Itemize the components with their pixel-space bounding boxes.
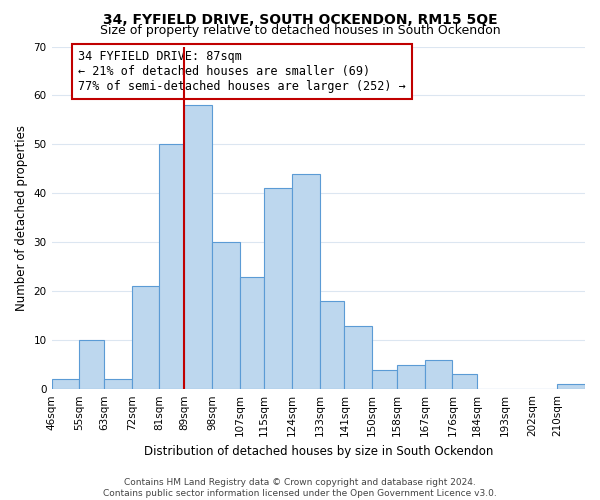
Bar — [184, 105, 212, 389]
Bar — [425, 360, 452, 389]
Bar — [132, 286, 160, 389]
Bar — [212, 242, 239, 389]
Bar — [52, 380, 79, 389]
Bar — [557, 384, 585, 389]
X-axis label: Distribution of detached houses by size in South Ockendon: Distribution of detached houses by size … — [143, 444, 493, 458]
Text: 34, FYFIELD DRIVE, SOUTH OCKENDON, RM15 5QE: 34, FYFIELD DRIVE, SOUTH OCKENDON, RM15 … — [103, 12, 497, 26]
Bar — [79, 340, 104, 389]
Bar — [397, 364, 425, 389]
Text: Size of property relative to detached houses in South Ockendon: Size of property relative to detached ho… — [100, 24, 500, 37]
Bar — [265, 188, 292, 389]
Bar — [292, 174, 320, 389]
Bar — [344, 326, 372, 389]
Bar — [452, 374, 477, 389]
Text: Contains HM Land Registry data © Crown copyright and database right 2024.
Contai: Contains HM Land Registry data © Crown c… — [103, 478, 497, 498]
Bar — [239, 276, 265, 389]
Y-axis label: Number of detached properties: Number of detached properties — [15, 125, 28, 311]
Text: 34 FYFIELD DRIVE: 87sqm
← 21% of detached houses are smaller (69)
77% of semi-de: 34 FYFIELD DRIVE: 87sqm ← 21% of detache… — [78, 50, 406, 93]
Bar — [104, 380, 132, 389]
Bar — [160, 144, 184, 389]
Bar — [320, 301, 344, 389]
Bar — [372, 370, 397, 389]
